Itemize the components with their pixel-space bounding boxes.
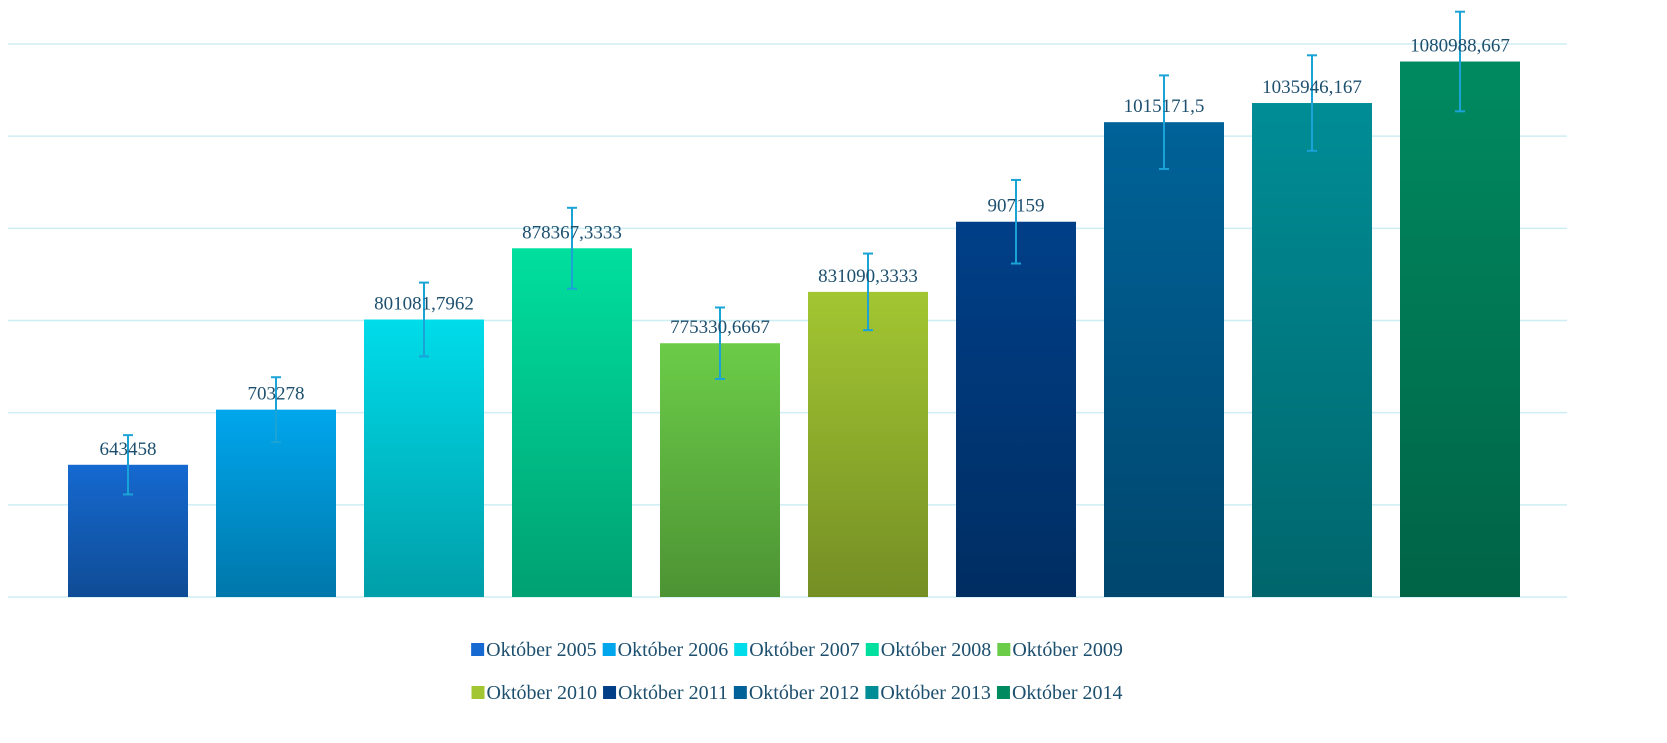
data-label: 878367,3333 <box>522 222 622 243</box>
legend-label: Október 2007 <box>749 639 860 661</box>
error-bar <box>1307 54 1317 152</box>
data-label: 703278 <box>248 384 305 405</box>
legend-label: Október 2013 <box>880 682 991 704</box>
legend-swatch <box>602 643 616 656</box>
bar <box>512 248 632 598</box>
data-label: 1035946,167 <box>1262 77 1362 98</box>
data-label: 643458 <box>100 439 157 460</box>
error-bar <box>1455 10 1465 113</box>
error-bar <box>567 206 577 290</box>
error-bar <box>715 306 725 380</box>
legend-label: Október 2011 <box>618 682 728 704</box>
legend-swatch <box>996 686 1010 699</box>
bar <box>1104 122 1224 598</box>
data-label: 1080988,667 <box>1410 36 1510 57</box>
legend-swatch <box>997 643 1011 656</box>
legend-swatch <box>471 643 485 656</box>
legend-label: Október 2012 <box>749 682 860 704</box>
error-bar <box>271 376 281 444</box>
legend-label: Október 2010 <box>487 682 598 704</box>
legend-label: Október 2005 <box>486 639 597 661</box>
data-label: 907159 <box>988 196 1045 217</box>
data-label: 775330,6667 <box>670 317 770 338</box>
bar <box>1400 61 1520 598</box>
legend-swatch <box>734 643 748 656</box>
legend-swatch <box>865 643 879 656</box>
bar <box>956 221 1076 598</box>
data-label: 1015171,5 <box>1124 96 1205 117</box>
legend-swatch <box>471 686 485 699</box>
error-bar <box>1011 178 1021 265</box>
error-bar <box>123 434 133 496</box>
legend-swatch <box>733 686 747 699</box>
legend-label: Október 2014 <box>1012 682 1123 704</box>
error-bar <box>863 252 873 332</box>
legend-swatch <box>865 686 879 699</box>
data-label: 801081,7962 <box>374 294 474 315</box>
bar <box>1252 103 1372 597</box>
bar <box>364 319 484 597</box>
data-label: 831090,3333 <box>818 266 918 287</box>
legend-label: Október 2009 <box>1012 639 1123 661</box>
legend-label: Október 2006 <box>618 639 729 661</box>
error-bar <box>419 281 429 358</box>
legend-swatch <box>603 686 617 699</box>
error-bar <box>1159 74 1169 170</box>
bar <box>660 343 780 597</box>
bar <box>808 291 928 597</box>
legend-label: Október 2008 <box>881 639 992 661</box>
